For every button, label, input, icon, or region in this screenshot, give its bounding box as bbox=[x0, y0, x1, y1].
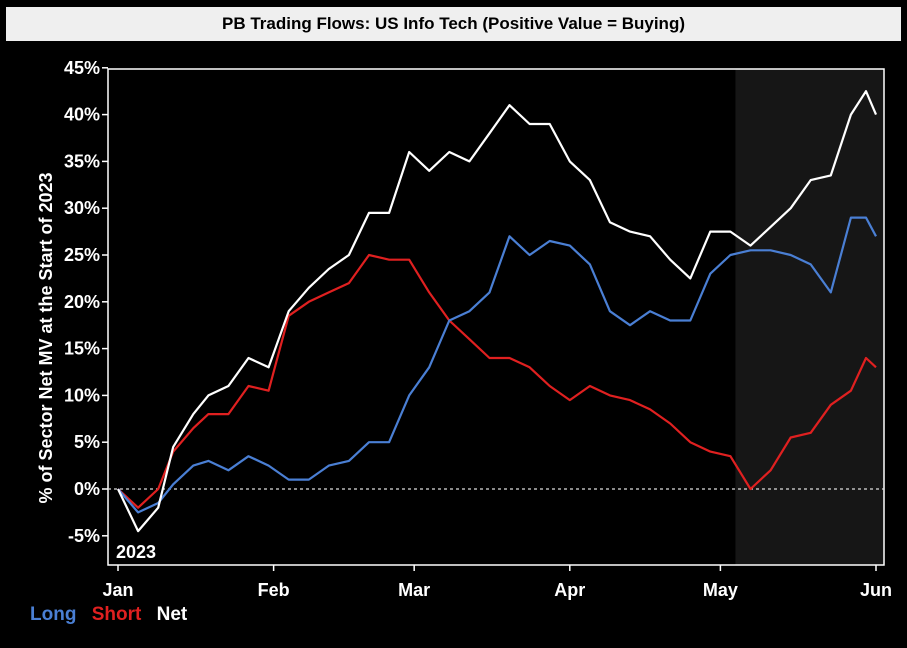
x-tick-label: Feb bbox=[258, 580, 290, 600]
legend-item-long: Long bbox=[30, 604, 77, 625]
y-tick-label: -5% bbox=[68, 526, 100, 546]
y-tick-label: 5% bbox=[74, 432, 100, 452]
y-tick-label: 0% bbox=[74, 479, 100, 499]
x-tick-label: May bbox=[703, 580, 738, 600]
y-tick-label: 20% bbox=[64, 292, 100, 312]
shaded-region bbox=[735, 69, 884, 565]
y-tick-label: 15% bbox=[64, 339, 100, 359]
plot-frame bbox=[107, 68, 885, 566]
series-line-long bbox=[117, 216, 877, 514]
chart-title-bar: PB Trading Flows: US Info Tech (Positive… bbox=[6, 7, 901, 41]
legend-item-net: Net bbox=[156, 604, 188, 625]
y-axis-label: % of Sector Net MV at the Start of 2023 bbox=[36, 172, 56, 503]
y-tick-label: 45% bbox=[64, 58, 100, 78]
y-tick-label: 35% bbox=[64, 151, 100, 171]
y-tick-label: 30% bbox=[64, 198, 100, 218]
y-tick-label: 25% bbox=[64, 245, 100, 265]
series-line-short bbox=[117, 253, 877, 509]
x-tick-label: Jan bbox=[102, 580, 133, 600]
legend-item-short: Short bbox=[91, 604, 142, 625]
x-tick-label: Apr bbox=[554, 580, 585, 600]
x-tick-label: Jun bbox=[860, 580, 892, 600]
year-label: 2023 bbox=[116, 542, 156, 562]
x-tick-label: Mar bbox=[398, 580, 430, 600]
y-tick-label: 10% bbox=[64, 385, 100, 405]
series-line-net bbox=[117, 90, 878, 533]
legend: Long Short Net bbox=[30, 604, 197, 626]
y-tick-label: 40% bbox=[64, 105, 100, 125]
chart-title: PB Trading Flows: US Info Tech (Positive… bbox=[221, 14, 685, 33]
